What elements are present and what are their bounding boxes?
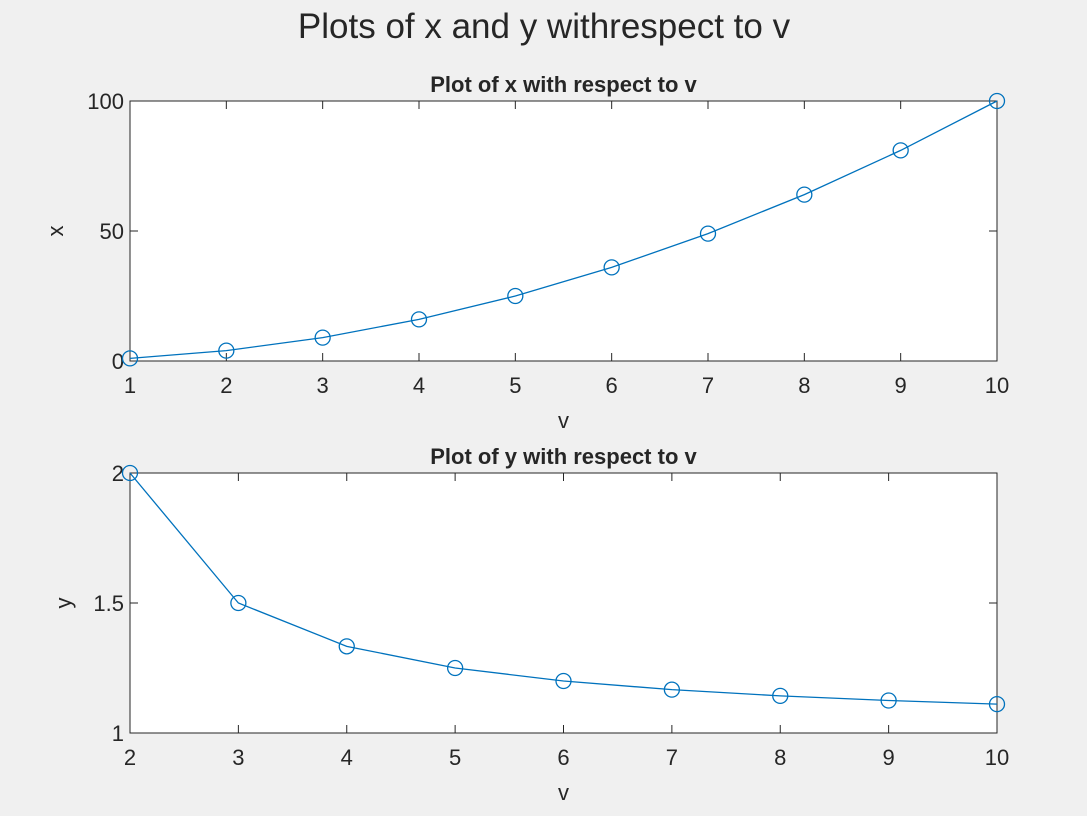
y-tick-label: 1 — [112, 721, 124, 746]
data-point — [338, 638, 355, 655]
data-point — [772, 687, 789, 704]
series-line — [129, 100, 998, 360]
x-tick-label: 4 — [341, 745, 353, 770]
data-point — [410, 311, 428, 328]
y-tick-label: 100 — [87, 89, 124, 114]
x-tick-label: 3 — [232, 745, 244, 770]
data-point — [880, 692, 897, 709]
data-point — [892, 142, 909, 159]
bottom-subplot: 2 3 4 5 6 7 8 9 10 1 1.5 2 Plot of y with respect to… — [51, 444, 1009, 805]
x-axis-label: v — [558, 408, 569, 433]
x-axis-label: v — [558, 780, 569, 805]
data-point — [555, 672, 572, 690]
data-point — [663, 681, 681, 698]
data-point — [446, 659, 464, 677]
x-tick-label: 6 — [606, 373, 618, 398]
data-point — [603, 259, 620, 276]
data-point — [988, 695, 1006, 713]
y-tick-label: 2 — [112, 461, 124, 486]
x-tick-label: 8 — [798, 373, 810, 398]
y-tick-label: 50 — [100, 219, 124, 244]
plot-area — [129, 100, 998, 362]
data-point — [699, 225, 717, 242]
plot-area — [129, 472, 998, 734]
data-point — [121, 464, 139, 482]
x-tick-label: 10 — [985, 373, 1009, 398]
data-point — [121, 350, 139, 367]
x-tick-label: 2 — [124, 745, 136, 770]
x-tick-label: 2 — [220, 373, 232, 398]
data-point — [988, 92, 1006, 110]
x-tick-label: 7 — [702, 373, 714, 398]
x-tick-label: 9 — [883, 745, 895, 770]
x-tick-label: 5 — [449, 745, 461, 770]
y-axis-label: y — [51, 598, 76, 609]
x-tick-label: 6 — [557, 745, 569, 770]
x-tick-label: 5 — [509, 373, 521, 398]
subplot-title: Plot of y with respect to v — [430, 444, 697, 469]
y-axis-label: x — [43, 226, 68, 237]
x-tick-label: 1 — [124, 373, 136, 398]
subplot-title: Plot of x with respect to v — [430, 72, 697, 97]
x-tick-label: 7 — [666, 745, 678, 770]
x-tick-label: 4 — [413, 373, 425, 398]
data-point — [507, 287, 524, 305]
x-tick-label: 3 — [317, 373, 329, 398]
y-tick-label: 0 — [112, 349, 124, 374]
y-tick-label: 1.5 — [93, 591, 124, 616]
data-point — [230, 594, 247, 612]
data-point — [218, 342, 235, 359]
x-tick-label: 10 — [985, 745, 1009, 770]
x-tick-label: 8 — [774, 745, 786, 770]
series-line — [129, 472, 998, 705]
figure-title: Plots of x and y withrespect to v — [298, 7, 791, 46]
x-tick-label: 9 — [895, 373, 907, 398]
data-point — [314, 329, 331, 346]
data-point — [796, 186, 813, 203]
